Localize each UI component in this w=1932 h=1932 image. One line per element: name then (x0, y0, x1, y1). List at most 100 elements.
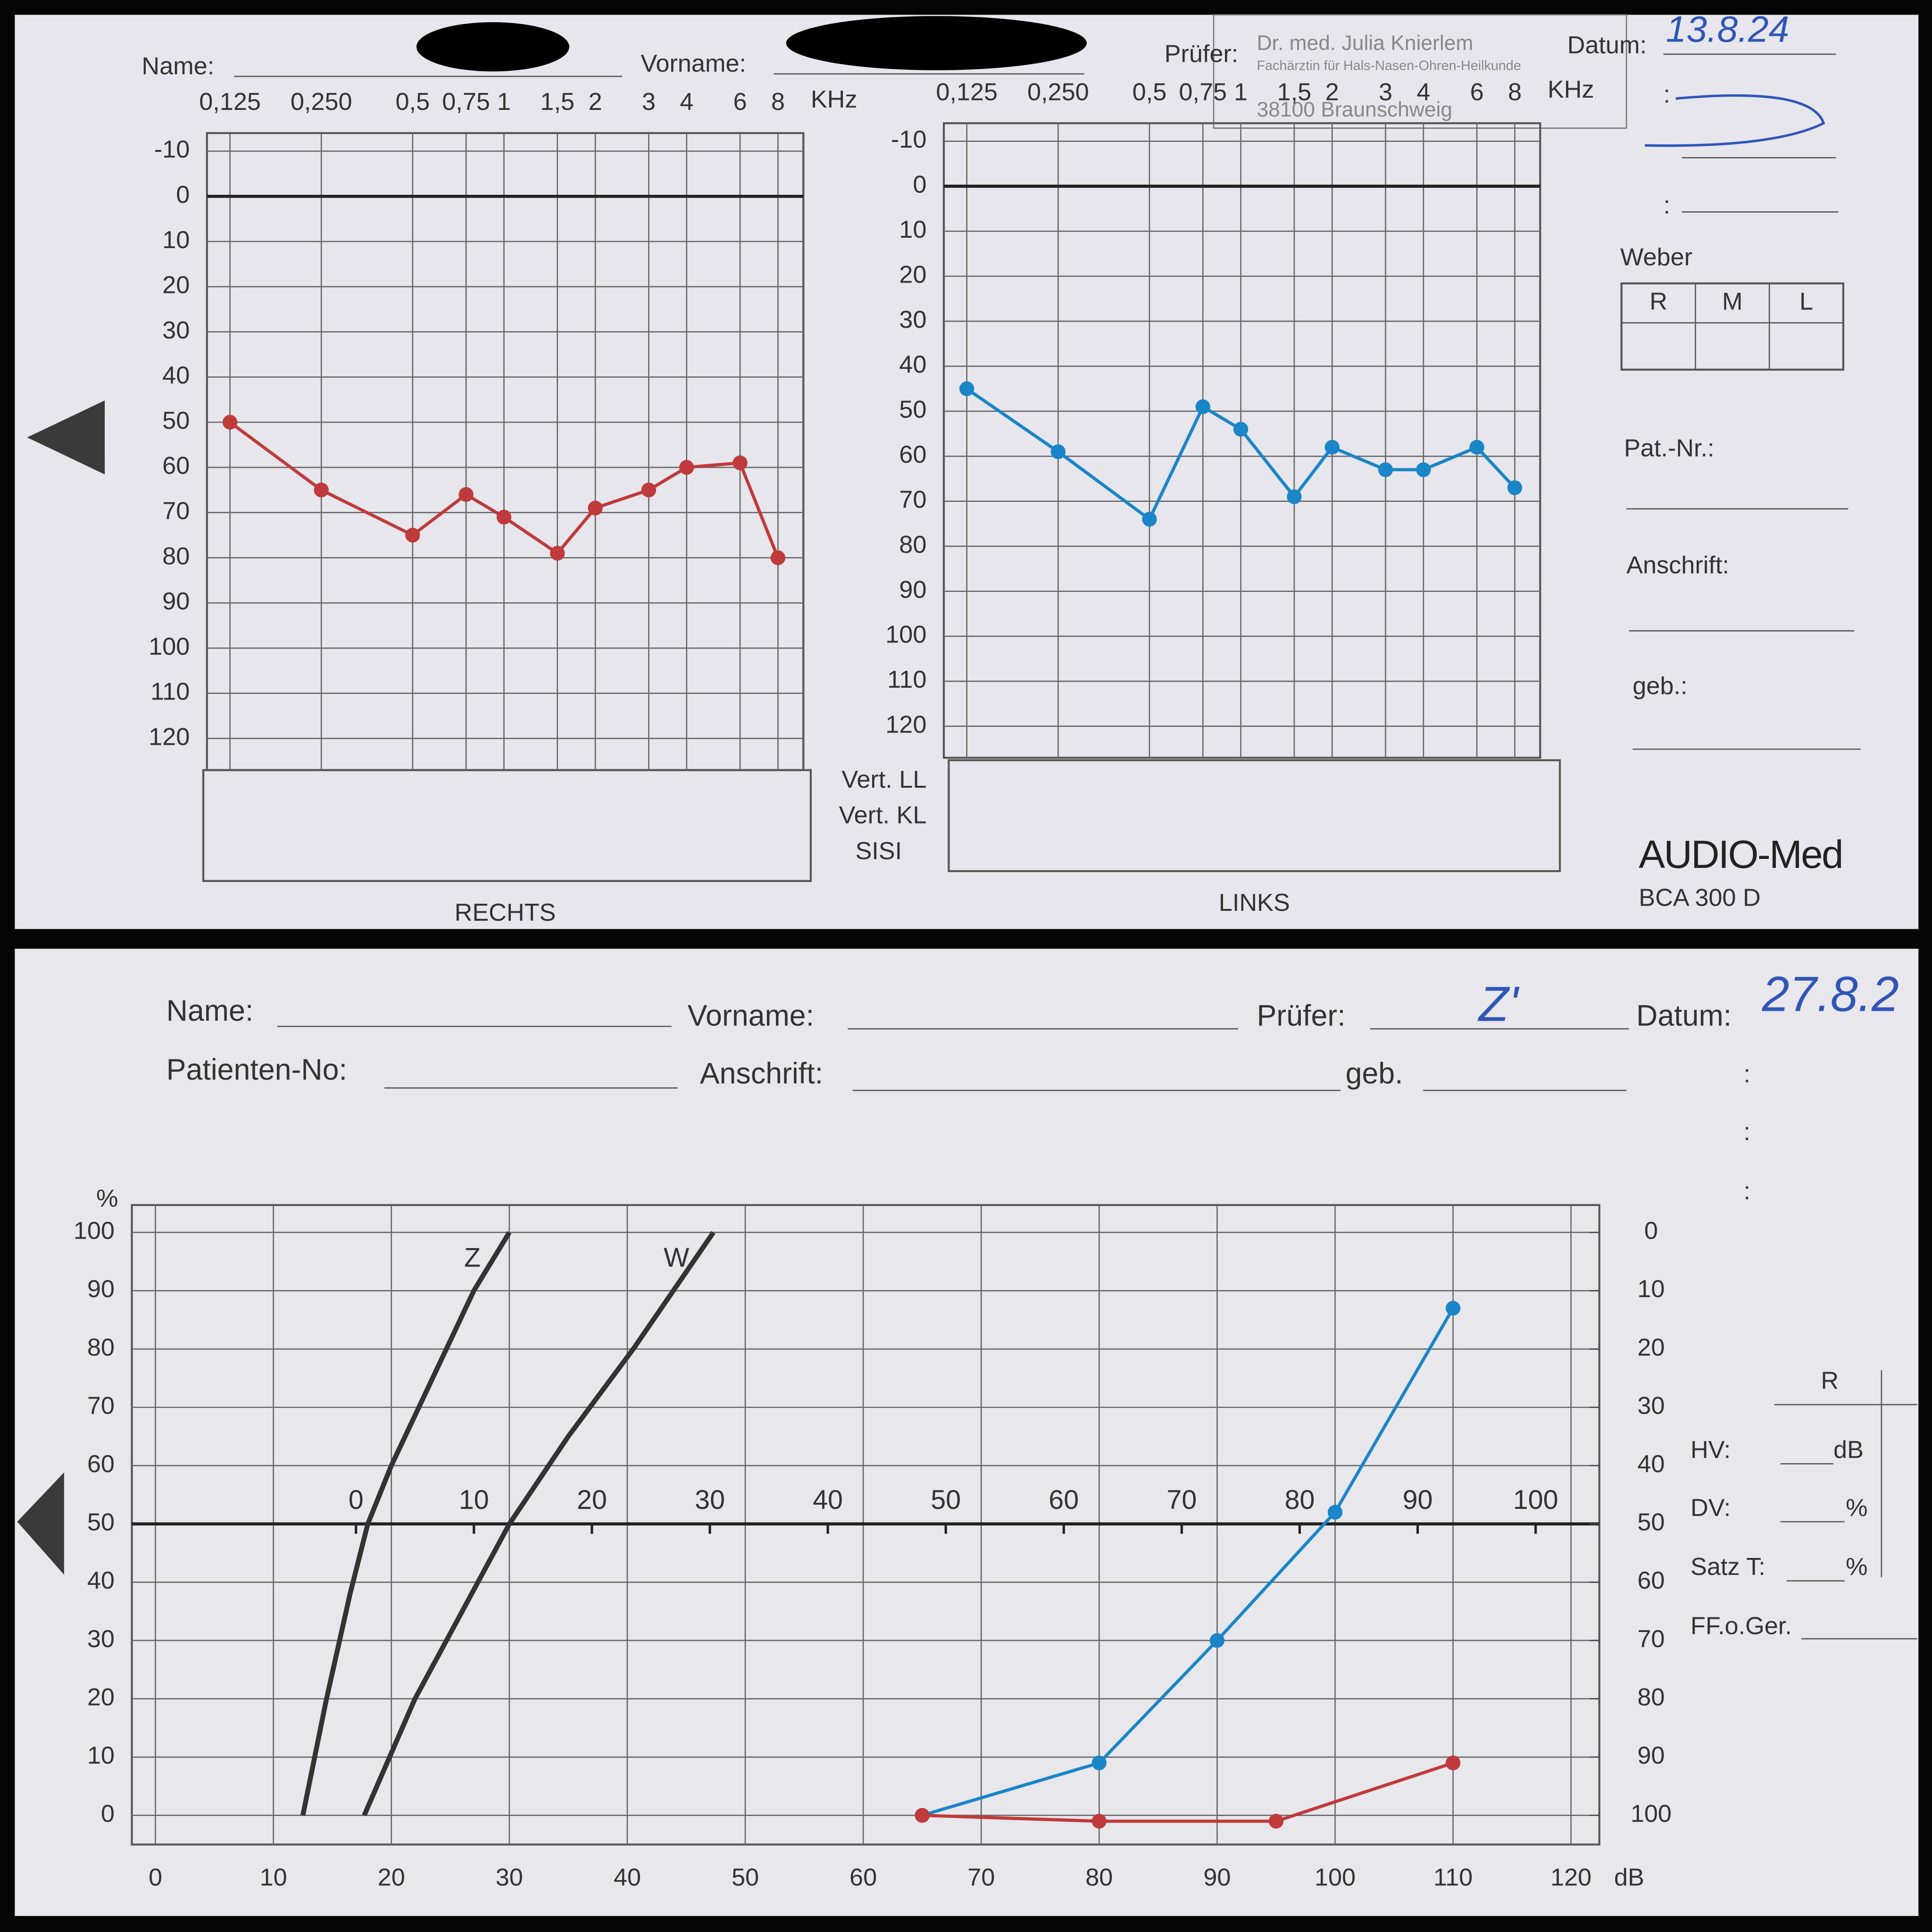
y-tick-label: 60 (162, 452, 190, 480)
data-point (314, 483, 329, 498)
plot-frame (942, 122, 1541, 759)
y2-tick-label: 20 (1637, 1334, 1665, 1361)
data-point (1327, 1505, 1343, 1520)
data-point (1091, 1814, 1107, 1829)
x2-tick-label: 0 (349, 1485, 364, 1515)
x-tick-label: 1 (1234, 78, 1248, 106)
x-tick-label: 0,250 (1027, 78, 1089, 106)
colon: : (1743, 1177, 1750, 1205)
x-tick-label: 100 (1315, 1864, 1356, 1891)
label: Prüfer: (1257, 999, 1345, 1032)
bottom-form: Name: Vorname: Prüfer: Z' Datum: 27.8.2 … (17, 967, 1917, 1640)
data-point (915, 1808, 930, 1823)
x-tick-label: 0,125 (936, 78, 998, 106)
curve-label: W (664, 1243, 690, 1273)
x2-tick-label: 30 (695, 1485, 725, 1515)
redaction (786, 16, 1087, 70)
handwritten-date: 27.8.2 (1762, 967, 1899, 1022)
y-tick-label: 70 (899, 486, 926, 513)
data-point (1091, 1755, 1107, 1771)
curve-label: Z (464, 1243, 481, 1273)
weber-col: R (1649, 288, 1667, 315)
y-tick-label: 100 (885, 621, 926, 649)
y-tick-label: -10 (154, 136, 190, 163)
x-tick-label: 80 (1085, 1864, 1113, 1891)
data-point (1445, 1300, 1461, 1316)
x-tick-label: 110 (1433, 1864, 1473, 1891)
x2-tick-label: 10 (459, 1485, 489, 1515)
colon: : (1743, 1060, 1750, 1088)
y-tick-label: 100 (149, 633, 190, 660)
y-tick-label: 10 (87, 1742, 115, 1769)
x-tick-label: 4 (680, 88, 693, 116)
label: Datum: (1567, 32, 1647, 59)
y-tick-label: 40 (87, 1567, 115, 1594)
y-tick-label: 50 (87, 1509, 115, 1536)
label: Satz T: (1690, 1553, 1765, 1581)
y-tick-label: 30 (899, 306, 926, 333)
label: Pat.-Nr.: (1624, 434, 1715, 462)
data-point (770, 550, 786, 566)
y-tick-label: 40 (899, 351, 926, 378)
handwritten-date: 13.8.24 (1666, 8, 1789, 50)
y-unit: % (96, 1185, 118, 1212)
chart-title: LINKS (1219, 889, 1290, 916)
x2-tick-label: 100 (1513, 1485, 1558, 1515)
label: FF.o.Ger. (1690, 1613, 1792, 1640)
stamp-line: Dr. med. Julia Knierlem (1257, 32, 1473, 55)
data-point (679, 460, 694, 475)
y-tick-label: 70 (162, 497, 190, 525)
data-point (1209, 1633, 1225, 1648)
label: Vorname: (688, 999, 814, 1032)
x-tick-label: 50 (732, 1864, 759, 1891)
data-point (1287, 489, 1302, 504)
y-tick-label: 80 (162, 542, 190, 570)
label: DV: (1690, 1494, 1731, 1522)
x-tick-label: 2 (589, 88, 602, 116)
data-point (733, 455, 748, 471)
chart-title: RECHTS (455, 899, 556, 926)
x-tick-label: 0,5 (1133, 78, 1167, 106)
unit: dB (1833, 1436, 1864, 1464)
label: Anschrift: (1626, 551, 1729, 579)
y2-tick-label: 80 (1637, 1683, 1665, 1711)
x-tick-label: 20 (378, 1864, 405, 1891)
x-tick-label: 70 (967, 1864, 995, 1891)
box-grid (948, 759, 1561, 872)
x2-tick-label: 40 (813, 1485, 843, 1515)
y-tick-label: 0 (913, 171, 926, 199)
side-col: R (1821, 1367, 1839, 1395)
chart: 0 10 20 30 40 50 60 70 80 90 100 110 120 dB0102030405… (74, 1185, 1672, 1891)
unit: % (1846, 1494, 1867, 1522)
x-tick-label: 0,125 (199, 88, 261, 116)
y-tick-label: 30 (87, 1625, 115, 1653)
x2-tick-label: 60 (1049, 1485, 1079, 1515)
colon: : (1664, 192, 1671, 219)
arrow (27, 400, 105, 475)
y-tick-label: 20 (162, 272, 190, 299)
weber-col: M (1722, 288, 1743, 315)
x-tick-label: 0,75 (442, 88, 490, 116)
y-tick-label: 90 (899, 576, 926, 603)
x-tick-label: 0,5 (396, 88, 430, 116)
data-point (1050, 444, 1066, 459)
data-point (222, 415, 238, 430)
y-tick-label: 50 (162, 407, 190, 434)
data-point (405, 527, 420, 543)
colon: : (1664, 81, 1671, 108)
label: geb. (1346, 1057, 1403, 1090)
y-tick-label: 110 (150, 678, 190, 706)
data-point (641, 483, 657, 498)
y-tick-label: 20 (87, 1683, 115, 1711)
model: BCA 300 D (1639, 884, 1760, 912)
y-tick-label: 0 (176, 181, 190, 208)
data-point (550, 546, 565, 561)
unit: % (1846, 1553, 1867, 1581)
y2-tick-label: 0 (1644, 1217, 1658, 1245)
x2-tick-label: 50 (931, 1485, 961, 1515)
label: Patienten-No: (167, 1053, 347, 1086)
label: Vorname: (641, 50, 746, 77)
y-tick-label: 120 (885, 711, 926, 739)
y2-tick-label: 40 (1637, 1450, 1665, 1478)
x-tick-label: 1 (497, 88, 511, 116)
